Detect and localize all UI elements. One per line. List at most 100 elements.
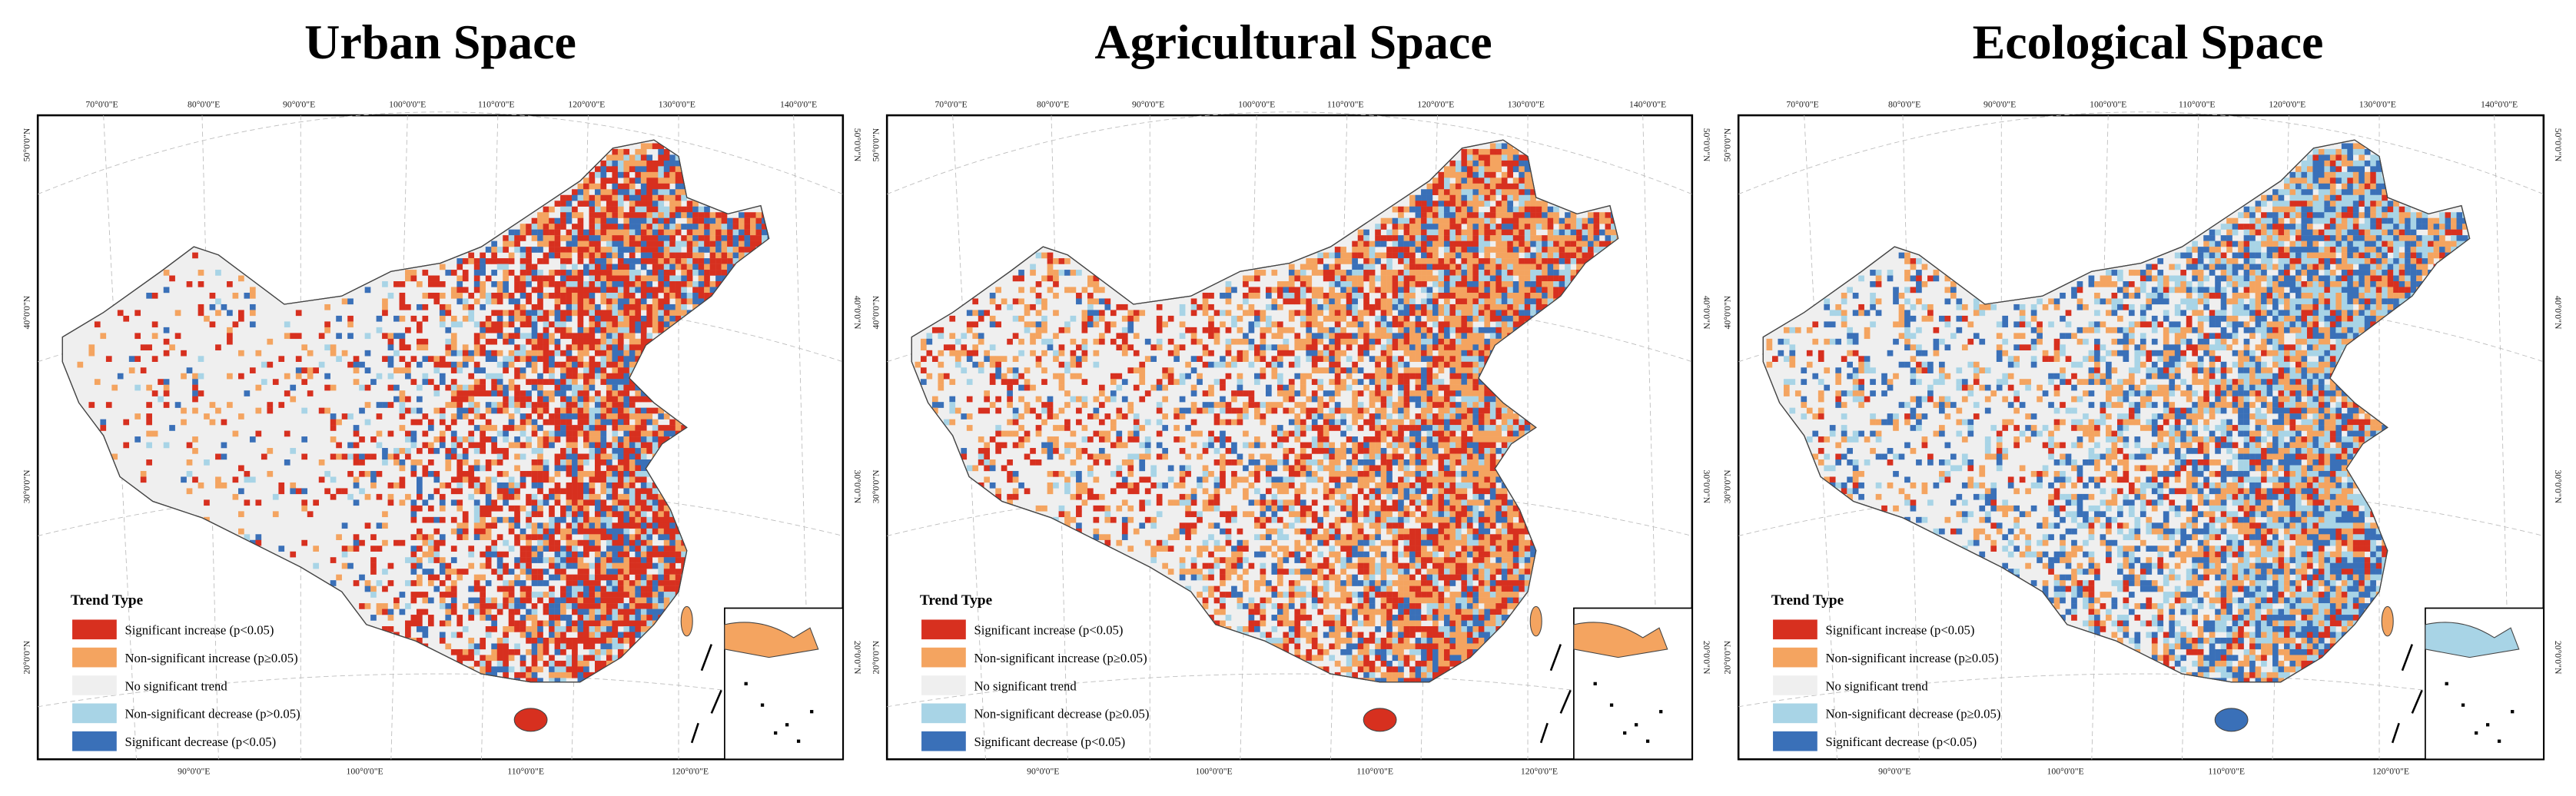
trend-pixel bbox=[623, 189, 630, 195]
trend-pixel bbox=[462, 511, 469, 518]
trend-pixel bbox=[1248, 321, 1255, 328]
trend-pixel bbox=[640, 148, 647, 155]
trend-pixel bbox=[1173, 528, 1180, 535]
trend-pixel bbox=[715, 252, 722, 259]
trend-pixel bbox=[514, 557, 520, 563]
trend-pixel bbox=[439, 264, 446, 270]
trend-pixel bbox=[554, 413, 561, 420]
trend-pixel bbox=[1144, 419, 1151, 426]
trend-pixel bbox=[1243, 338, 1249, 345]
trend-pixel bbox=[646, 143, 653, 150]
trend-pixel bbox=[594, 534, 601, 540]
trend-pixel bbox=[1202, 344, 1209, 351]
trend-pixel bbox=[589, 430, 596, 437]
trend-pixel bbox=[1190, 402, 1197, 408]
trend-pixel bbox=[1300, 546, 1306, 552]
trend-pixel bbox=[376, 402, 383, 408]
trend-pixel bbox=[508, 609, 515, 615]
trend-pixel bbox=[399, 356, 406, 362]
trend-pixel bbox=[1162, 367, 1168, 373]
trend-pixel bbox=[341, 562, 348, 569]
trend-pixel bbox=[1116, 413, 1123, 420]
trend-pixel bbox=[572, 505, 578, 512]
trend-pixel bbox=[1306, 315, 1313, 322]
trend-pixel bbox=[978, 310, 984, 317]
trend-pixel bbox=[1237, 603, 1243, 609]
trend-pixel bbox=[646, 505, 653, 512]
trend-pixel bbox=[347, 333, 354, 340]
trend-pixel bbox=[1213, 620, 1220, 627]
trend-pixel bbox=[1012, 430, 1019, 437]
trend-pixel bbox=[1213, 419, 1220, 426]
trend-pixel bbox=[1311, 338, 1318, 345]
trend-pixel bbox=[496, 505, 503, 512]
trend-pixel bbox=[594, 224, 601, 230]
trend-pixel bbox=[1340, 539, 1346, 546]
trend-pixel bbox=[612, 333, 619, 340]
trend-pixel bbox=[640, 574, 647, 581]
trend-pixel bbox=[1035, 505, 1042, 512]
trend-pixel bbox=[427, 551, 434, 558]
trend-pixel bbox=[543, 333, 549, 340]
trend-pixel bbox=[1116, 407, 1123, 414]
trend-pixel bbox=[652, 212, 659, 218]
trend-pixel bbox=[1334, 264, 1341, 270]
trend-pixel bbox=[543, 442, 549, 449]
trend-pixel bbox=[721, 252, 728, 259]
trend-pixel bbox=[1317, 476, 1324, 483]
trend-pixel bbox=[589, 522, 596, 529]
trend-pixel bbox=[140, 476, 147, 483]
trend-pixel bbox=[439, 620, 446, 627]
trend-pixel bbox=[1306, 528, 1313, 535]
trend-pixel bbox=[468, 315, 475, 322]
trend-pixel bbox=[554, 298, 561, 305]
trend-pixel bbox=[480, 333, 486, 340]
trend-pixel bbox=[284, 333, 290, 340]
trend-pixel bbox=[341, 453, 348, 460]
trend-pixel bbox=[462, 390, 469, 396]
trend-pixel bbox=[1202, 407, 1209, 414]
trend-pixel bbox=[1104, 327, 1111, 333]
trend-pixel bbox=[1127, 453, 1134, 460]
trend-pixel bbox=[1271, 430, 1278, 437]
trend-pixel bbox=[594, 580, 601, 586]
trend-pixel bbox=[473, 287, 480, 294]
trend-pixel bbox=[1110, 310, 1117, 317]
trend-pixel bbox=[629, 160, 636, 167]
trend-pixel bbox=[577, 212, 584, 218]
trend-pixel bbox=[560, 430, 566, 437]
trend-pixel bbox=[594, 344, 601, 351]
trend-pixel bbox=[577, 465, 584, 472]
trend-pixel bbox=[473, 275, 480, 282]
trend-pixel bbox=[658, 166, 664, 173]
trend-pixel bbox=[473, 390, 480, 396]
trend-pixel bbox=[290, 333, 297, 340]
trend-pixel bbox=[1087, 436, 1094, 443]
trend-pixel bbox=[537, 655, 543, 662]
trend-pixel bbox=[405, 361, 411, 368]
trend-pixel bbox=[1271, 402, 1278, 408]
trend-pixel bbox=[238, 528, 244, 535]
trend-pixel bbox=[669, 194, 676, 201]
trend-pixel bbox=[353, 534, 360, 540]
trend-pixel bbox=[577, 396, 584, 403]
trend-pixel bbox=[359, 407, 365, 414]
trend-pixel bbox=[989, 436, 996, 443]
trend-pixel bbox=[227, 310, 233, 317]
trend-pixel bbox=[1070, 396, 1077, 403]
trend-pixel bbox=[370, 557, 377, 563]
trend-pixel bbox=[617, 247, 624, 253]
trend-pixel bbox=[1306, 648, 1313, 655]
trend-pixel bbox=[623, 551, 630, 558]
trend-pixel bbox=[623, 516, 630, 523]
trend-pixel bbox=[1018, 396, 1024, 403]
trend-pixel bbox=[1197, 516, 1203, 523]
trend-pixel bbox=[416, 407, 423, 414]
trend-pixel bbox=[1346, 281, 1353, 287]
trend-pixel bbox=[537, 620, 543, 627]
trend-pixel bbox=[1300, 338, 1306, 345]
trend-pixel bbox=[1190, 390, 1197, 396]
trend-pixel bbox=[617, 183, 624, 190]
trend-pixel bbox=[566, 379, 573, 385]
trend-pixel bbox=[669, 247, 676, 253]
